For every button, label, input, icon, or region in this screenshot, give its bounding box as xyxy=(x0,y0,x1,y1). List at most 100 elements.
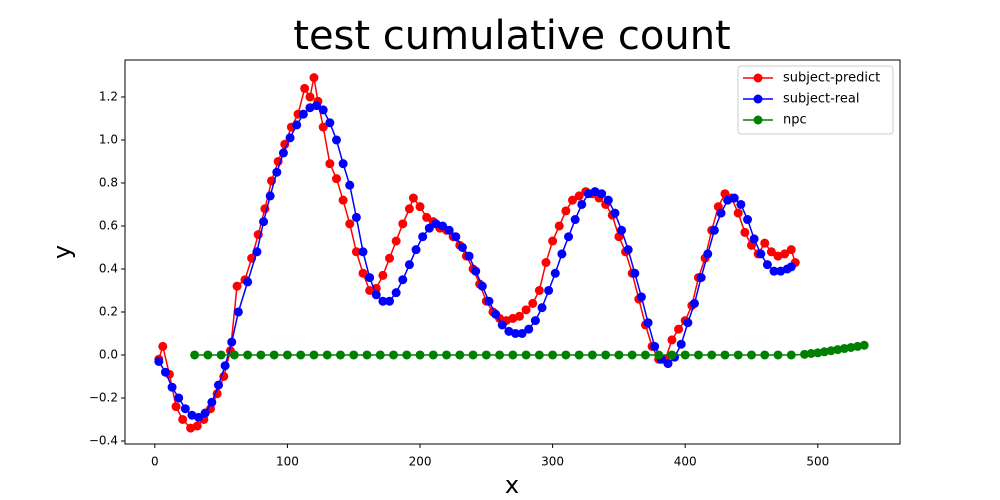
point xyxy=(537,303,547,313)
point xyxy=(300,83,310,93)
point xyxy=(296,350,306,360)
point xyxy=(853,341,863,351)
point xyxy=(786,262,796,272)
point xyxy=(514,311,524,321)
point xyxy=(338,159,348,169)
point xyxy=(557,249,567,259)
series-line xyxy=(158,104,792,419)
point xyxy=(174,393,184,403)
y-tick-label: −0.4 xyxy=(89,433,118,447)
point xyxy=(213,380,223,390)
point xyxy=(839,344,849,354)
point xyxy=(773,350,783,360)
point xyxy=(780,249,790,259)
point xyxy=(398,275,408,285)
point xyxy=(203,350,213,360)
point xyxy=(693,350,703,360)
point xyxy=(544,285,554,295)
point xyxy=(786,245,796,255)
y-tick-label: 0.0 xyxy=(99,347,118,361)
point xyxy=(680,350,690,360)
point xyxy=(826,346,836,356)
point xyxy=(233,307,243,317)
point xyxy=(530,316,540,326)
point xyxy=(813,348,823,358)
point xyxy=(749,234,759,244)
point xyxy=(220,361,230,371)
point xyxy=(358,268,368,278)
point xyxy=(517,328,527,338)
point xyxy=(415,350,425,360)
y-tick-label: 0.8 xyxy=(99,175,118,189)
point xyxy=(524,324,534,334)
point xyxy=(521,350,531,360)
point xyxy=(285,133,295,143)
chart-title: test cumulative count xyxy=(293,13,730,59)
point xyxy=(160,367,170,377)
point xyxy=(457,242,467,252)
point xyxy=(786,350,796,360)
point xyxy=(335,350,345,360)
point xyxy=(442,350,452,360)
point xyxy=(278,148,288,158)
point xyxy=(528,298,538,308)
point xyxy=(325,159,335,169)
point xyxy=(451,232,461,242)
point xyxy=(743,215,753,225)
point xyxy=(729,193,739,203)
point xyxy=(318,105,328,115)
point xyxy=(627,350,637,360)
point xyxy=(740,227,750,237)
point xyxy=(331,135,341,145)
point xyxy=(422,212,432,222)
x-tick-label: 200 xyxy=(409,455,432,469)
point xyxy=(760,238,770,248)
point xyxy=(180,404,190,414)
point xyxy=(404,260,414,270)
point xyxy=(331,174,341,184)
point xyxy=(564,232,574,242)
point xyxy=(428,350,438,360)
point xyxy=(510,328,520,338)
point xyxy=(415,202,425,212)
y-tick-label: 1.2 xyxy=(99,89,118,103)
point xyxy=(623,245,633,255)
point xyxy=(362,350,372,360)
point xyxy=(418,232,428,242)
point xyxy=(358,247,368,257)
point xyxy=(468,350,478,360)
point xyxy=(190,350,200,360)
point xyxy=(243,350,253,360)
point xyxy=(709,225,719,235)
legend-label: npc xyxy=(783,113,807,128)
point xyxy=(756,249,766,259)
point xyxy=(548,350,558,360)
point xyxy=(481,350,491,360)
point xyxy=(345,180,355,190)
point xyxy=(521,305,531,315)
point xyxy=(402,350,412,360)
point xyxy=(365,273,375,283)
point xyxy=(269,350,279,360)
point xyxy=(272,167,282,177)
point xyxy=(388,350,398,360)
point xyxy=(630,268,640,278)
point xyxy=(703,249,713,259)
legend-marker xyxy=(753,115,763,125)
point xyxy=(385,253,395,263)
point xyxy=(554,221,564,231)
point xyxy=(550,268,560,278)
point xyxy=(378,270,388,280)
point xyxy=(305,92,315,102)
point xyxy=(391,288,401,298)
point xyxy=(216,350,226,360)
point xyxy=(398,219,408,229)
point xyxy=(292,120,302,130)
point xyxy=(471,266,481,276)
point xyxy=(716,208,726,218)
point xyxy=(689,298,699,308)
x-tick-label: 400 xyxy=(674,455,697,469)
point xyxy=(614,350,624,360)
point xyxy=(736,199,746,209)
point xyxy=(378,296,388,306)
